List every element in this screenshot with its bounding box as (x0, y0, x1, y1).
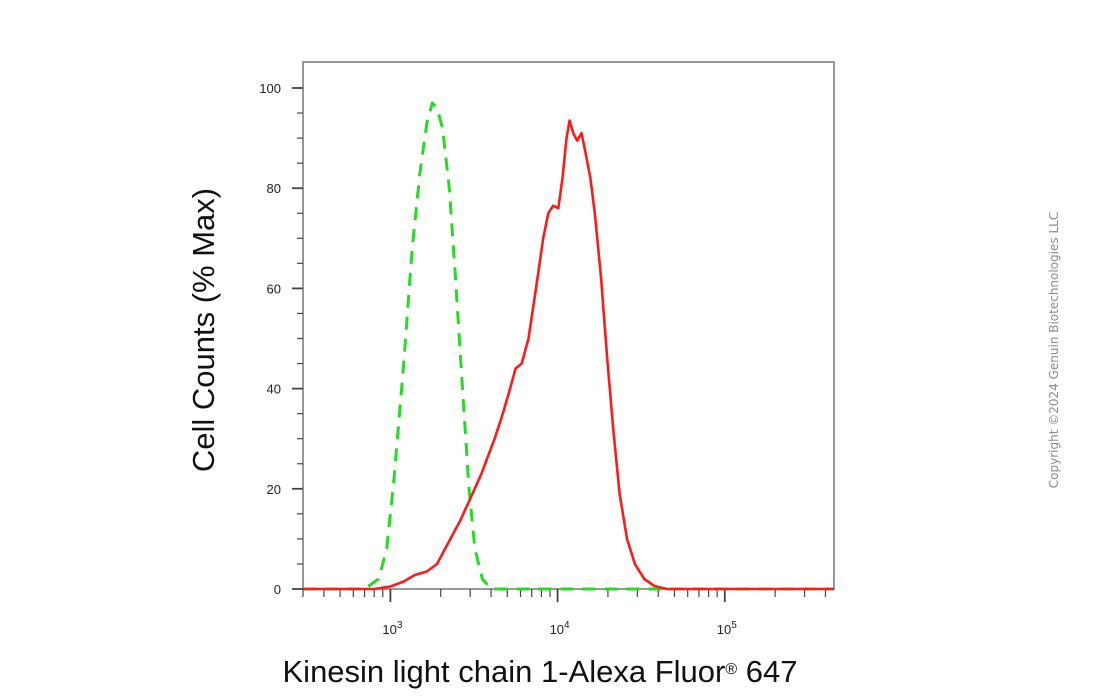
x-axis-title-suffix: 647 (737, 654, 797, 689)
x-tick-label-10000: 104 (550, 620, 570, 637)
x-tick-exponent: 5 (731, 620, 737, 631)
registered-mark: ® (725, 661, 737, 678)
x-tick-base: 10 (717, 622, 731, 637)
x-tick-base: 10 (382, 622, 396, 637)
plot-frame (302, 61, 835, 590)
y-tick-label-60: 60 (267, 281, 281, 296)
x-tick-exponent: 3 (397, 620, 403, 631)
series-layer (303, 101, 834, 591)
copyright-watermark: Copyright ©2024 Genuin Biotechnologies L… (1044, 172, 1064, 527)
y-axis: 0 20 40 60 80 100 (259, 81, 303, 597)
y-axis-title: Cell Counts (% Max) (186, 188, 221, 472)
x-tick-base: 10 (550, 622, 564, 637)
x-axis: 103 104 105 (302, 589, 827, 637)
y-tick-label-100: 100 (259, 81, 281, 96)
x-axis-title: Kinesin light chain 1-Alexa Fluor® 647 (283, 654, 798, 689)
x-axis-title-main: Kinesin light chain 1-Alexa Fluor (283, 654, 726, 689)
y-tick-label-20: 20 (267, 482, 281, 497)
y-tick-label-0: 0 (274, 582, 281, 597)
y-tick-label-40: 40 (267, 382, 281, 397)
x-tick-exponent: 4 (564, 620, 570, 631)
copyright-text: Copyright ©2024 Genuin Biotechnologies L… (1047, 211, 1061, 488)
histogram-series-2 (303, 119, 834, 591)
histogram-series-1 (303, 101, 834, 591)
y-tick-label-80: 80 (267, 181, 281, 196)
x-tick-label-100000: 105 (717, 620, 737, 637)
x-tick-label-1000: 103 (382, 620, 402, 637)
